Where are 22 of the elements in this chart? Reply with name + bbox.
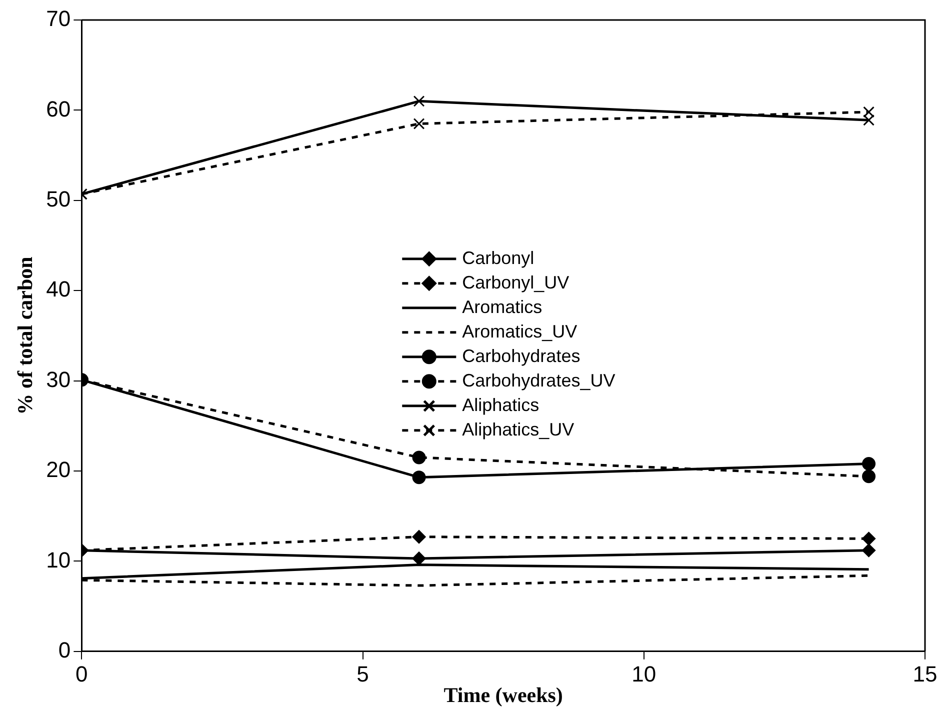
legend-label: Aromatics_UV (462, 321, 578, 342)
legend-label: Carbonyl_UV (462, 272, 570, 292)
x-tick-label: 5 (356, 662, 369, 687)
legend-label: Carbonyl (462, 248, 534, 268)
legend-label: Carbohydrates_UV (462, 370, 616, 390)
y-tick-label: 30 (46, 366, 71, 392)
x-tick-label: 0 (76, 662, 88, 687)
legend-label: Carbohydrates (462, 346, 580, 366)
x-tick-label: 10 (632, 662, 656, 687)
y-tick-label: 10 (46, 547, 71, 572)
x-tick-label: 15 (912, 662, 938, 687)
y-tick-label: 40 (46, 276, 71, 302)
y-tick-label: 20 (46, 457, 71, 482)
x-axis-title: Time (weeks) (444, 682, 563, 707)
y-tick-label: 60 (46, 96, 71, 122)
y-axis-title: % of total carbon (13, 256, 38, 415)
y-tick-label: 70 (46, 6, 71, 32)
y-tick-label: 50 (46, 186, 71, 212)
legend-label: Aliphatics (462, 394, 540, 415)
legend-label: Aliphatics_UV (462, 419, 574, 440)
legend-label: Aromatics (462, 296, 542, 317)
y-tick-label: 0 (58, 637, 71, 662)
